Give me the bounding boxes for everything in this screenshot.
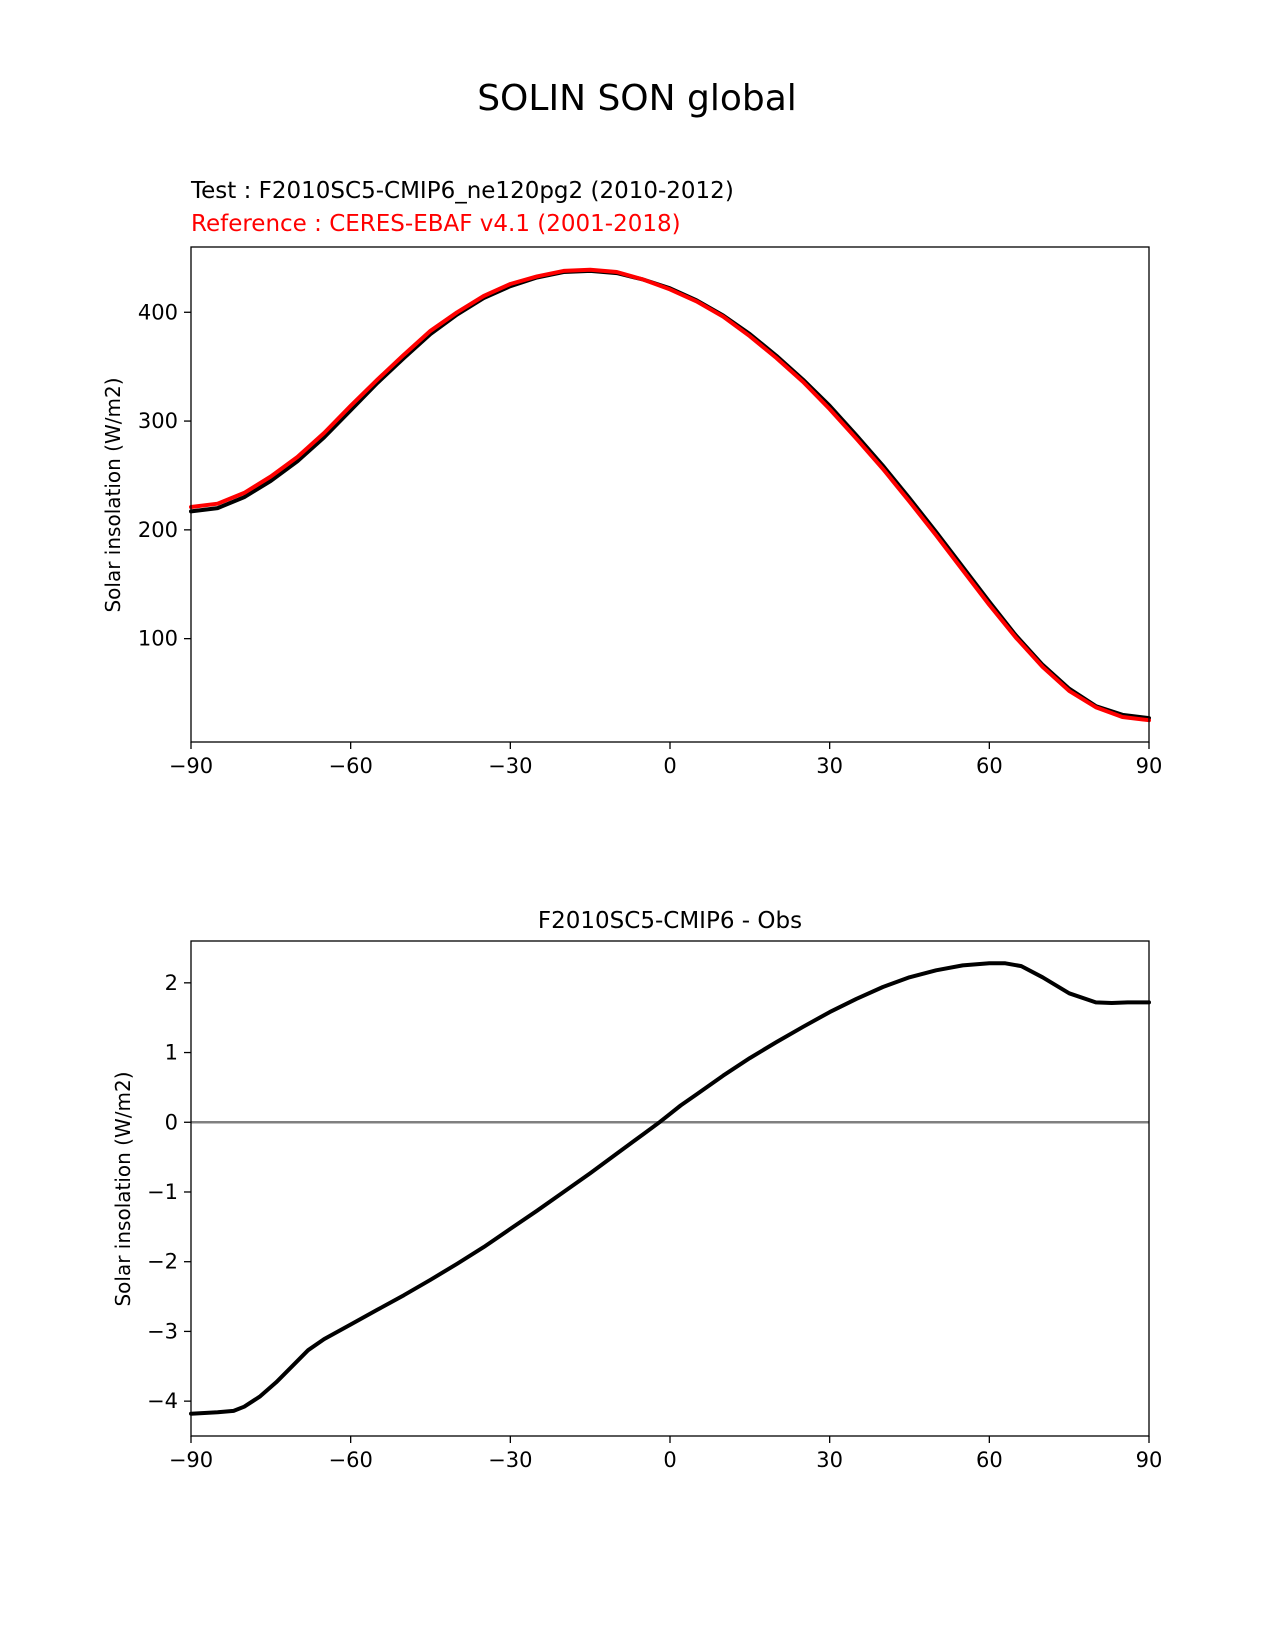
top-series-line-1 xyxy=(189,267,1151,723)
bottom-ytick-label: −1 xyxy=(147,1180,178,1204)
top-ytick-label: 200 xyxy=(138,518,178,542)
bottom-ytick-label: 2 xyxy=(165,971,178,995)
bottom-xtick-label: 0 xyxy=(663,1448,676,1472)
top-ytick-label: 100 xyxy=(138,627,178,651)
bottom-plot-frame xyxy=(190,940,1150,1437)
bottom-chart: F2010SC5-CMIP6 - Obs Solar insolation (W… xyxy=(111,908,1162,1472)
bottom-ylabel: Solar insolation (W/m2) xyxy=(111,1071,135,1306)
bottom-ytick-label: 0 xyxy=(165,1110,178,1134)
bottom-ytick-label: −4 xyxy=(147,1389,178,1413)
bottom-xtick-label: −60 xyxy=(329,1448,373,1472)
bottom-chart-title: F2010SC5-CMIP6 - Obs xyxy=(538,908,802,934)
bottom-xtick-label: 60 xyxy=(976,1448,1003,1472)
top-plot-frame xyxy=(190,246,1150,743)
bottom-ytick-label: −2 xyxy=(147,1250,178,1274)
bottom-ytick-label: −3 xyxy=(147,1319,178,1343)
bottom-xtick-label: −30 xyxy=(488,1448,532,1472)
top-ytick-label: 400 xyxy=(138,300,178,324)
top-ylabel: Solar insolation (W/m2) xyxy=(101,377,125,612)
top-xtick-label: −90 xyxy=(169,754,213,778)
bottom-chart-marks: −90 −60 −30 0 30 60 90 −4 −3 −2 −1 0 1 2 xyxy=(147,961,1163,1472)
bottom-series-line-0 xyxy=(189,961,1151,1416)
top-series-line-0 xyxy=(189,268,1151,721)
test-label: Test : F2010SC5-CMIP6_ne120pg2 (2010-201… xyxy=(190,178,734,204)
top-xtick-label: −60 xyxy=(329,754,373,778)
top-xtick-label: 0 xyxy=(663,754,676,778)
top-chart-marks: −90 −60 −30 0 30 60 90 100 200 300 400 xyxy=(138,267,1163,778)
top-xtick-label: 90 xyxy=(1136,754,1163,778)
top-xtick-label: 30 xyxy=(816,754,843,778)
figure-title: SOLIN SON global xyxy=(477,78,797,119)
bottom-xtick-label: −90 xyxy=(169,1448,213,1472)
top-xtick-label: 60 xyxy=(976,754,1003,778)
top-ytick-label: 300 xyxy=(138,409,178,433)
bottom-xtick-label: 30 xyxy=(816,1448,843,1472)
top-xtick-label: −30 xyxy=(488,754,532,778)
top-chart: Test : F2010SC5-CMIP6_ne120pg2 (2010-201… xyxy=(101,178,1162,778)
bottom-xtick-label: 90 xyxy=(1136,1448,1163,1472)
bottom-ytick-label: 1 xyxy=(165,1041,178,1065)
reference-label: Reference : CERES-EBAF v4.1 (2001-2018) xyxy=(191,211,681,237)
